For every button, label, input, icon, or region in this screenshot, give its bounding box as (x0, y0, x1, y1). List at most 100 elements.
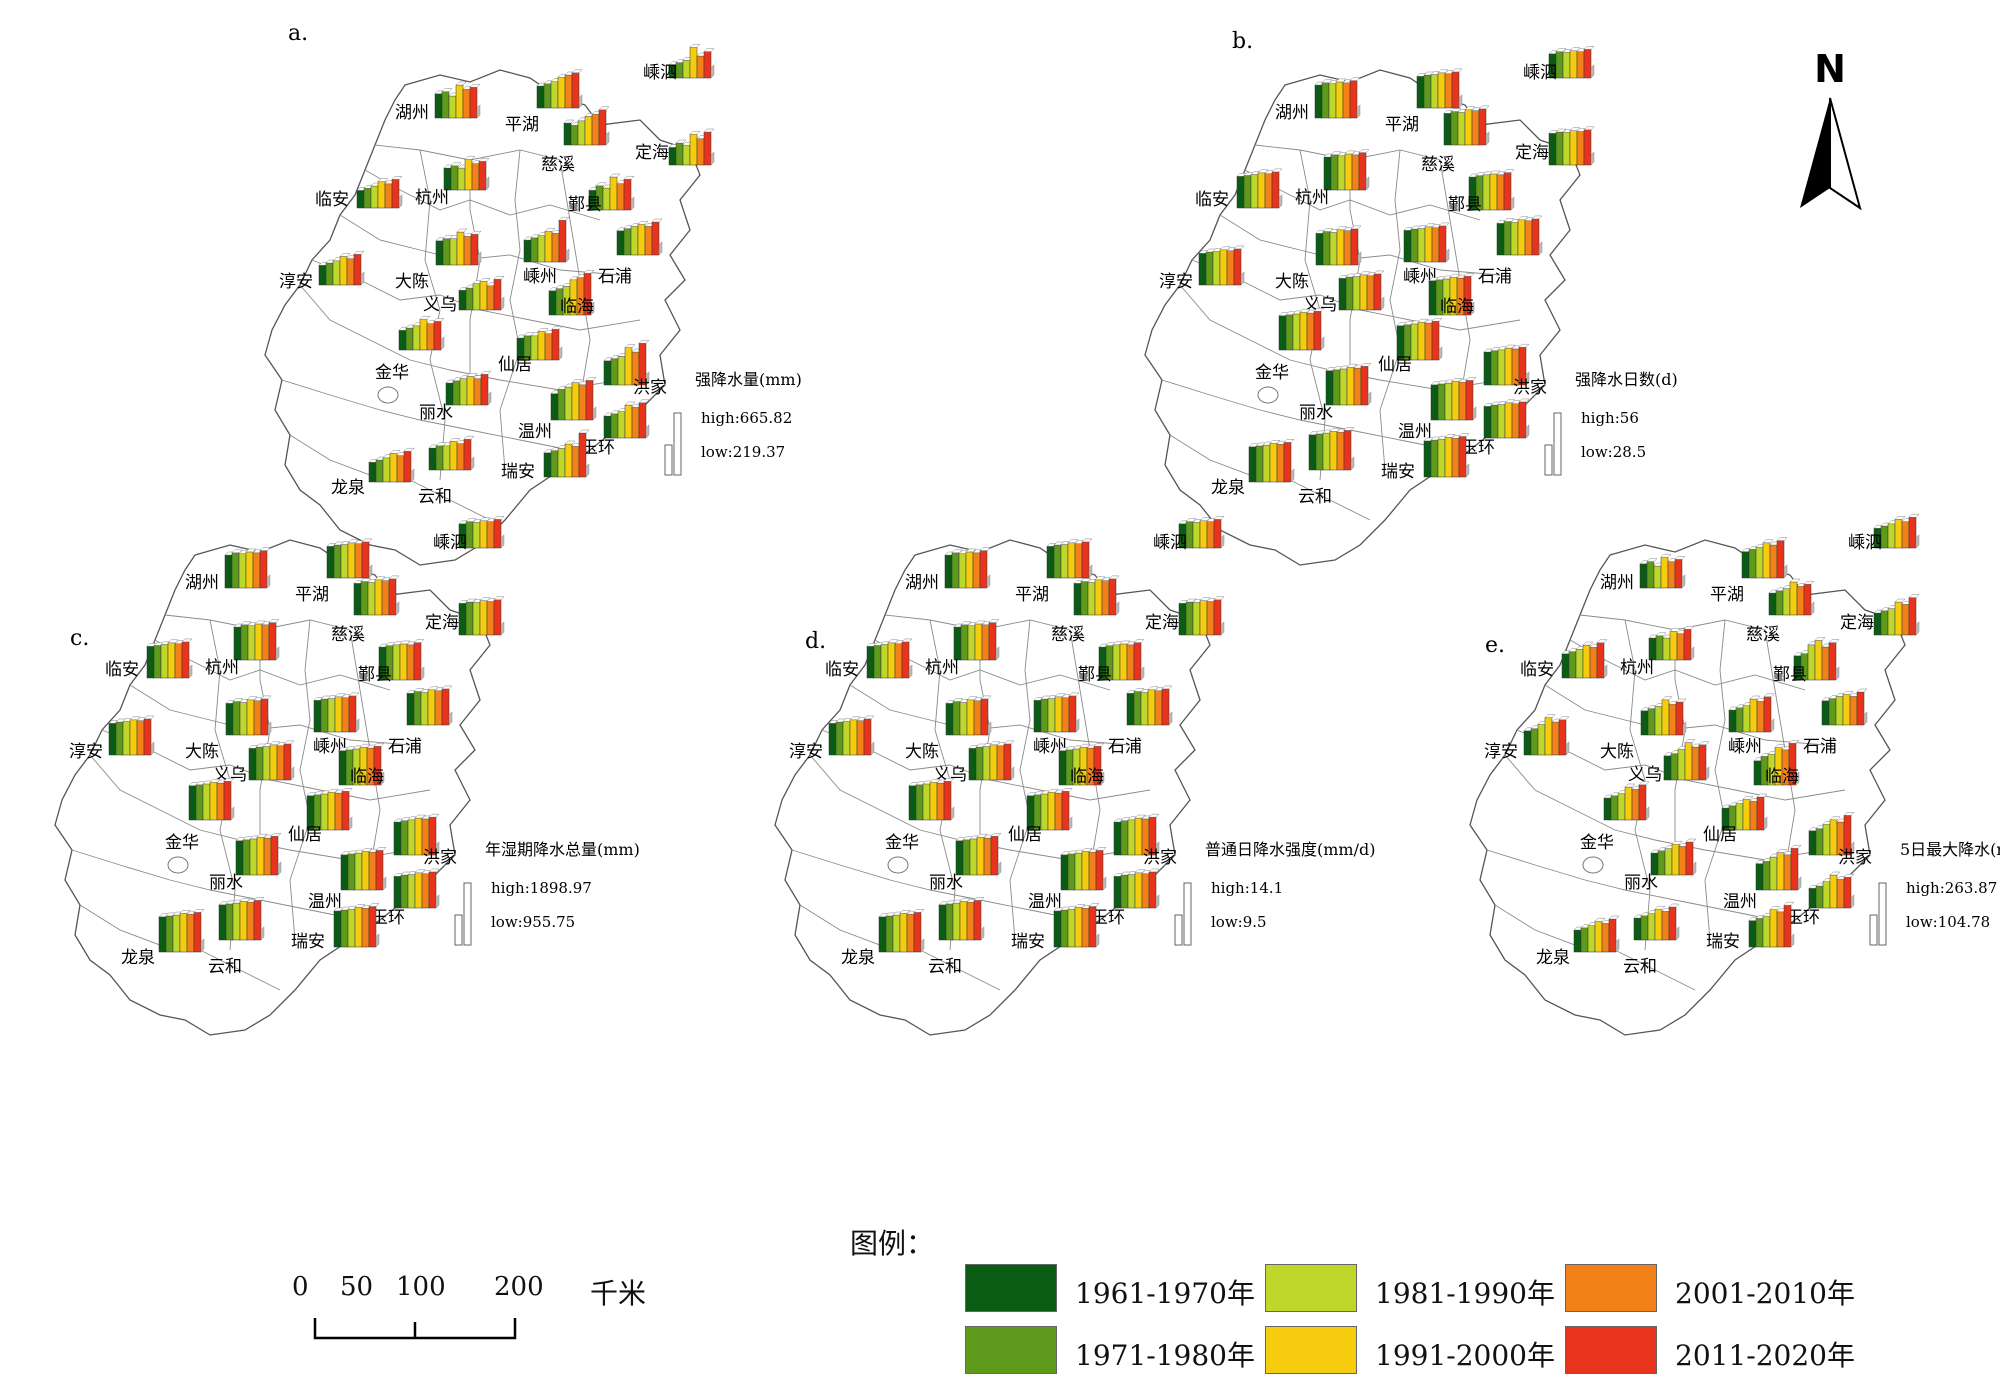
station-bar-side (585, 463, 590, 478)
station-bar (1047, 698, 1056, 733)
station-label: 石浦 (1478, 267, 1512, 287)
scale-tick-label: 100 (396, 1272, 446, 1302)
station-bar-group (1768, 578, 1815, 616)
station-bar (1530, 728, 1539, 756)
station-bar-top (1569, 127, 1581, 131)
station-bar-group (938, 897, 985, 941)
station-bar (1807, 644, 1816, 681)
station-bar-top (966, 696, 978, 701)
station-bar-top (1336, 226, 1348, 231)
station-bar (1587, 925, 1596, 953)
station-bar-group (1793, 637, 1840, 681)
station-bar (348, 695, 357, 733)
station-bar-top (1555, 48, 1567, 52)
indicator-legend: 5日最大降水(mm) high:263.87 low:104.78 (1869, 840, 2000, 946)
station-bar (1728, 709, 1737, 733)
station-bar (1537, 723, 1546, 756)
station-bar (962, 839, 971, 876)
panel-label: d. (805, 629, 826, 654)
station-bar-top (651, 218, 663, 223)
station-bar (442, 238, 451, 266)
station-bar (1054, 792, 1063, 831)
station-bar (689, 46, 698, 79)
station-bar (354, 852, 363, 891)
station-bar-side (710, 64, 715, 79)
station-bar (1822, 881, 1831, 909)
station-bar (1769, 909, 1778, 948)
station-bar-group (668, 44, 715, 79)
station-bar-side (487, 391, 492, 406)
station-bar (637, 223, 646, 256)
station-bar (458, 289, 467, 311)
station-bar-top (1624, 783, 1636, 788)
station-label: 金华 (165, 833, 199, 853)
station-bar (1339, 368, 1348, 406)
station-bar-group (1633, 903, 1680, 941)
station-bar-top (1685, 838, 1697, 843)
station-bar (936, 782, 945, 821)
station-bar (1081, 851, 1090, 891)
station-bar (557, 448, 566, 478)
station-bar (449, 441, 458, 471)
station-bar (396, 455, 405, 483)
station-bar-top (239, 898, 251, 902)
county-boundary (1624, 619, 1651, 951)
station-bar-group (1808, 871, 1855, 909)
station-bar-group (393, 868, 440, 909)
station-bar-top (1803, 580, 1815, 585)
station-bar-group (1468, 169, 1515, 211)
station-bar (1657, 850, 1666, 876)
station-bar-side (1682, 721, 1687, 736)
station-bar (361, 541, 370, 579)
station-bar-group (353, 575, 400, 616)
station-bar (122, 721, 131, 756)
station-label: 杭州 (1295, 188, 1329, 208)
station-bar (1410, 323, 1419, 361)
station-label: 温州 (1028, 892, 1062, 912)
panel-label: b. (1232, 29, 1253, 54)
station-label: 玉环 (371, 908, 405, 928)
station-bar-top (1558, 716, 1570, 721)
station-bar (479, 281, 488, 311)
station-bar (1046, 546, 1055, 579)
station-bar (990, 836, 999, 876)
station-bar (1663, 755, 1672, 781)
station-bar (382, 457, 391, 483)
station-bar (1664, 848, 1673, 876)
station-bar (1901, 521, 1910, 549)
station-bar (696, 55, 705, 79)
station-bar-top (849, 716, 861, 721)
station-bar-top (1213, 596, 1225, 601)
station-bar-top (414, 814, 426, 819)
station-bar-group (313, 692, 360, 733)
station-bar-top (1464, 106, 1476, 111)
station-bar (356, 190, 365, 209)
station-bar (828, 723, 837, 756)
station-bar (1482, 174, 1491, 211)
station-bar-group (523, 216, 570, 263)
station-bar (347, 908, 356, 948)
station-bar-top (368, 903, 380, 907)
station-bar-top (1093, 743, 1105, 747)
station-bar (456, 443, 465, 471)
station-bar-top (1373, 270, 1385, 275)
station-bar-side (1458, 94, 1463, 109)
scale-tick-label: 200 (494, 1272, 544, 1302)
station-bar (1126, 693, 1135, 726)
station-bar (1074, 852, 1083, 891)
station-bar (158, 916, 167, 953)
station-bar-top (689, 130, 701, 135)
station-bar-top (974, 620, 986, 625)
station-label: 嵊州 (1728, 737, 1762, 757)
station-bar (1206, 601, 1215, 636)
station-bar-top (246, 696, 258, 701)
station-bar-top (455, 81, 467, 86)
station-bar (1271, 171, 1280, 209)
station-bar (406, 644, 415, 681)
station-bar-top (703, 128, 715, 133)
station-bar (1119, 643, 1128, 681)
station-bar (1582, 644, 1591, 679)
station-bar (1346, 366, 1355, 406)
station-bar (1067, 853, 1076, 891)
station-bar-side (476, 104, 481, 119)
